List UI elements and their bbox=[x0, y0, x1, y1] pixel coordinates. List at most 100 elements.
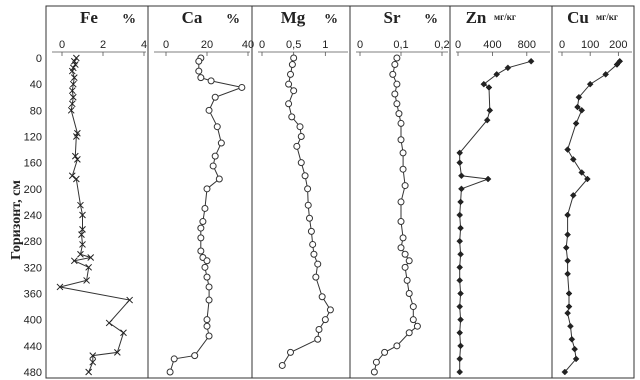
data-point bbox=[68, 67, 76, 75]
data-point bbox=[238, 83, 246, 91]
data-point bbox=[89, 352, 97, 359]
data-point bbox=[217, 139, 225, 147]
data-point bbox=[105, 319, 113, 327]
data-point bbox=[405, 329, 413, 337]
y-tick-label: 80 bbox=[30, 105, 42, 117]
data-point bbox=[391, 61, 399, 69]
data-point bbox=[203, 322, 211, 330]
data-point bbox=[395, 110, 403, 118]
data-point bbox=[72, 54, 80, 62]
data-point bbox=[457, 342, 464, 350]
x-tick-label: 100 bbox=[581, 39, 599, 51]
data-point bbox=[78, 231, 85, 238]
data-point bbox=[456, 211, 464, 219]
panel-frame bbox=[449, 5, 553, 379]
data-point bbox=[564, 231, 571, 238]
panel-cu: Cu мг/кг 0 100 200 bbox=[551, 5, 635, 379]
panel-unit: % bbox=[122, 12, 136, 27]
data-point bbox=[484, 175, 492, 183]
data-point bbox=[574, 103, 581, 111]
data-point bbox=[397, 198, 405, 206]
x-tick-label: 0,1 bbox=[393, 39, 408, 51]
data-point bbox=[72, 175, 80, 183]
data-point bbox=[211, 93, 219, 101]
data-point bbox=[304, 185, 312, 193]
panel-unit: % bbox=[226, 12, 240, 27]
data-point bbox=[586, 80, 594, 88]
data-point bbox=[565, 290, 573, 297]
data-point bbox=[397, 244, 405, 252]
data-point bbox=[370, 368, 378, 376]
y-tick-label: 400 bbox=[24, 315, 42, 327]
data-point bbox=[401, 182, 409, 190]
data-point bbox=[493, 71, 501, 78]
x-tick-label: 0 bbox=[455, 39, 461, 51]
data-point bbox=[278, 361, 286, 369]
panel-title: Mg bbox=[281, 8, 306, 27]
data-point bbox=[77, 201, 84, 209]
data-point bbox=[456, 303, 464, 310]
y-tick-label: 0 bbox=[36, 53, 42, 65]
data-point bbox=[293, 142, 301, 150]
x-tick-label: 0 bbox=[163, 39, 169, 51]
data-point bbox=[213, 123, 221, 131]
data-point bbox=[70, 257, 78, 265]
data-point bbox=[201, 263, 209, 271]
x-tick-label: 400 bbox=[483, 39, 501, 51]
panel-frame bbox=[349, 5, 451, 379]
data-point bbox=[79, 241, 86, 248]
data-point bbox=[67, 106, 75, 114]
panel-mg: Mg % 0 0,5 1 bbox=[251, 5, 351, 379]
data-point bbox=[70, 74, 78, 81]
y-tick-label: 280 bbox=[24, 236, 42, 248]
data-point bbox=[170, 355, 178, 363]
data-point bbox=[205, 106, 213, 114]
data-point bbox=[85, 263, 93, 271]
panel-zn: Zn мг/кг 0 400 800 bbox=[449, 5, 553, 379]
data-point bbox=[203, 257, 211, 265]
data-point bbox=[456, 263, 464, 271]
data-point bbox=[56, 283, 64, 291]
data-point bbox=[285, 80, 293, 88]
data-point bbox=[578, 106, 586, 114]
data-point bbox=[199, 218, 207, 226]
data-point bbox=[397, 218, 405, 226]
data-point bbox=[409, 316, 417, 324]
data-point bbox=[568, 335, 576, 343]
data-point bbox=[203, 273, 211, 281]
data-point bbox=[287, 348, 294, 356]
data-point bbox=[301, 172, 309, 180]
x-tick-label: 40 bbox=[242, 39, 254, 51]
data-point bbox=[456, 368, 464, 376]
data-point bbox=[564, 146, 571, 153]
panel-sr: Sr % 0 0,1 0,2 bbox=[349, 5, 451, 379]
y-tick-label: 320 bbox=[24, 262, 42, 274]
data-point bbox=[166, 368, 174, 376]
data-point bbox=[120, 329, 127, 337]
data-point bbox=[457, 316, 464, 324]
data-point bbox=[215, 175, 223, 183]
data-point bbox=[297, 159, 305, 167]
data-point bbox=[71, 152, 79, 160]
panel-unit: мг/кг bbox=[596, 12, 618, 22]
data-point bbox=[401, 263, 409, 271]
data-point bbox=[290, 54, 298, 62]
data-point bbox=[393, 100, 401, 108]
data-point bbox=[211, 152, 219, 160]
data-point bbox=[205, 332, 213, 340]
data-point bbox=[457, 290, 464, 297]
data-point bbox=[191, 352, 199, 360]
data-point bbox=[409, 303, 417, 311]
data-point bbox=[564, 257, 571, 265]
panel-title: Cu bbox=[567, 8, 589, 27]
data-point bbox=[399, 234, 407, 242]
data-point bbox=[69, 80, 77, 88]
data-point bbox=[403, 276, 411, 284]
data-point bbox=[307, 227, 315, 235]
data-point bbox=[197, 247, 205, 255]
y-tick-labels: 0 40 80 120 160 200 240 280 320 360 400 440 480 bbox=[24, 53, 42, 379]
panel-ca: Ca % 0 20 40 bbox=[147, 5, 254, 379]
data-point bbox=[393, 80, 401, 88]
y-tick-label: 440 bbox=[24, 341, 42, 353]
data-point bbox=[456, 159, 464, 167]
